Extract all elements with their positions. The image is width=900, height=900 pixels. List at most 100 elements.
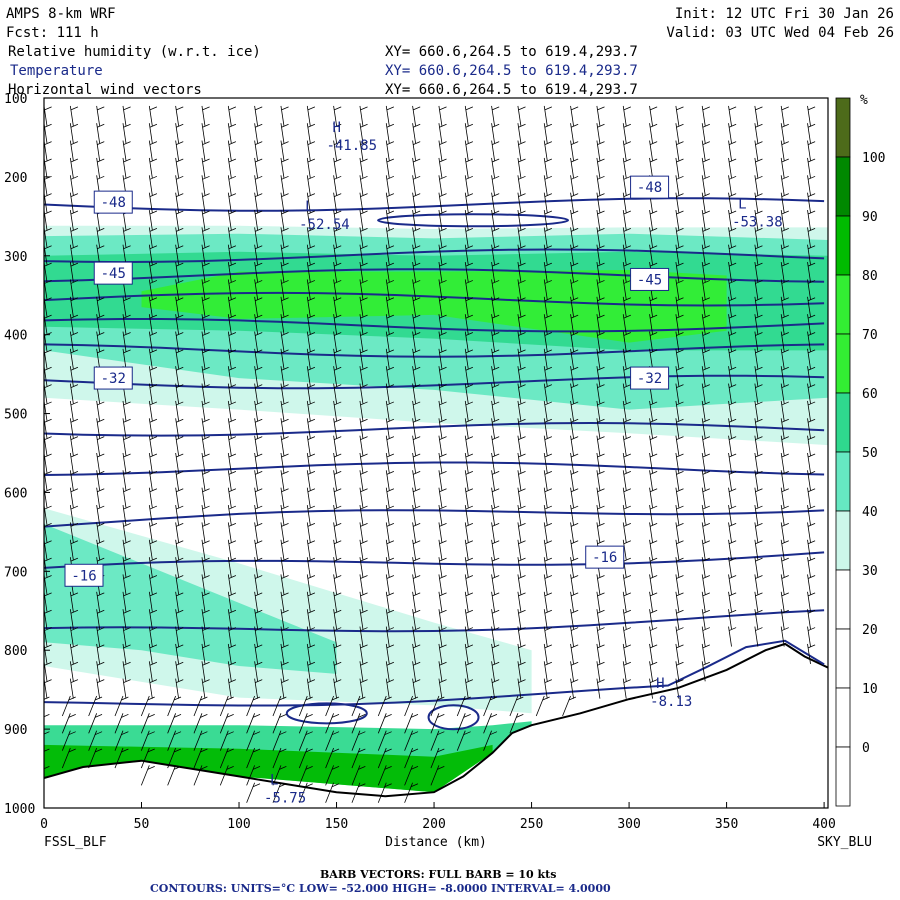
barb-flag — [386, 592, 395, 597]
barb-staff — [754, 123, 759, 144]
barb-staff — [622, 626, 627, 647]
barb-staff — [61, 713, 71, 734]
x-tick-label: 50 — [134, 817, 150, 832]
barb-staff — [438, 192, 443, 213]
barb-staff — [254, 539, 259, 560]
barb-flag — [44, 488, 52, 493]
barb-staff — [728, 400, 732, 421]
barb-flag — [807, 488, 816, 493]
barb-flag — [202, 262, 210, 267]
barb-staff — [227, 661, 232, 682]
barb-flag — [176, 384, 184, 388]
barb-flag — [386, 679, 395, 683]
barb-flag — [413, 245, 421, 250]
barb-staff — [148, 244, 153, 265]
barb-staff — [227, 557, 232, 578]
barb-flag — [228, 210, 237, 215]
barb-staff — [69, 591, 74, 612]
barb-flag — [571, 349, 579, 354]
barb-flag — [149, 575, 158, 579]
y-tick-label: 700 — [4, 565, 27, 580]
barb-staff — [333, 105, 338, 126]
barb-staff — [649, 470, 653, 491]
barb-staff — [807, 505, 811, 526]
barb-flag — [676, 575, 684, 579]
barb-staff — [385, 314, 390, 335]
barb-flag — [755, 141, 763, 145]
barb-flag — [360, 540, 368, 545]
barb-flag — [544, 228, 552, 232]
barb-staff — [272, 713, 282, 734]
barb-staff — [306, 452, 311, 474]
barb-flag — [518, 280, 526, 284]
barb-flag — [439, 297, 447, 302]
barb-staff — [148, 296, 153, 317]
barb-flag — [781, 193, 789, 198]
barb-flag — [544, 384, 552, 388]
barb-flag — [492, 349, 500, 354]
barb-flag — [123, 349, 131, 354]
barb-staff — [122, 348, 127, 369]
barb-flag — [360, 488, 368, 493]
colorbar-cell — [835, 392, 851, 453]
barb-flag — [649, 297, 658, 302]
barb-flag — [228, 418, 237, 423]
barb-flag — [492, 123, 500, 128]
barb-flag — [255, 679, 263, 683]
colorbar-cell — [835, 628, 851, 689]
barb-flag — [518, 141, 526, 145]
barb-staff — [728, 244, 732, 265]
barb-staff — [570, 366, 574, 387]
barb-flag — [228, 314, 237, 319]
barb-staff — [385, 505, 390, 526]
barb-flag — [360, 245, 368, 250]
barb-staff — [69, 227, 74, 248]
barb-staff — [622, 296, 627, 317]
barb-flag — [597, 123, 605, 128]
colorbar-label: 100 — [862, 151, 885, 166]
barb-staff — [570, 591, 574, 612]
barb-staff — [596, 435, 601, 456]
barb-flag — [149, 418, 158, 423]
barb-staff — [570, 123, 574, 144]
barb-staff — [148, 209, 153, 231]
barb-flag — [176, 106, 184, 111]
barb-staff — [701, 626, 706, 647]
barb-flag — [544, 314, 552, 319]
barb-staff — [175, 435, 180, 456]
extremum-value: -53.38 — [732, 214, 783, 230]
barb-staff — [175, 262, 180, 283]
barb-flag — [334, 297, 342, 302]
barb-staff — [412, 470, 416, 491]
barb-flag — [331, 713, 340, 718]
barb-flag — [807, 228, 816, 232]
barb-flag — [465, 384, 474, 388]
barb-flag — [252, 766, 261, 770]
barb-flag — [334, 332, 342, 336]
barb-staff — [404, 765, 413, 786]
barb-flag — [439, 488, 447, 493]
barb-staff — [570, 400, 574, 421]
barb-flag — [255, 106, 263, 111]
barb-staff — [280, 418, 285, 439]
barb-flag — [360, 661, 368, 666]
barb-flag — [255, 332, 263, 336]
barb-flag — [728, 193, 737, 198]
barb-flag — [70, 384, 79, 388]
barb-staff — [543, 557, 548, 578]
barb-flag — [255, 540, 263, 545]
barb-flag — [518, 366, 526, 371]
barb-flag — [334, 366, 342, 371]
barb-staff — [359, 505, 364, 526]
barb-flag — [413, 644, 421, 649]
barb-staff — [675, 209, 680, 231]
barb-staff — [122, 626, 127, 647]
barb-staff — [649, 123, 653, 144]
barb-flag — [384, 731, 392, 736]
barb-staff — [517, 140, 522, 161]
barb-staff — [404, 713, 413, 734]
barb-flag — [518, 262, 526, 267]
barb-staff — [438, 296, 443, 317]
barb-staff — [254, 557, 259, 578]
barb-staff — [570, 522, 574, 543]
